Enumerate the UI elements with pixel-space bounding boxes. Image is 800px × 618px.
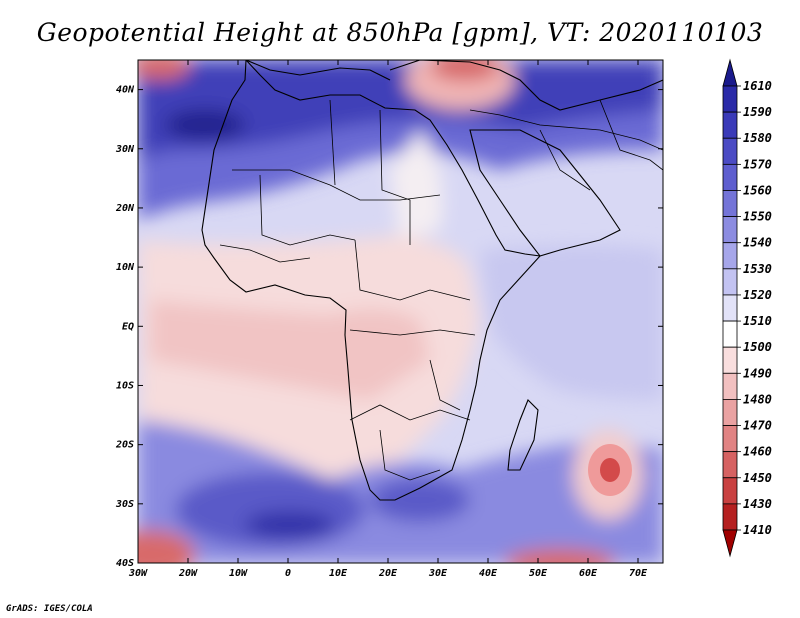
longitude-label: 10W (229, 568, 248, 579)
colorbar-label: 1450 (743, 471, 772, 485)
colorbar-swatch (722, 294, 738, 322)
field-contours (138, 60, 663, 563)
longitude-label: 20E (378, 568, 398, 579)
south-atlantic-high-core (245, 511, 335, 539)
south-africa-high (370, 478, 470, 522)
longitude-label: 40E (479, 568, 498, 579)
colorbar-label: 1530 (743, 262, 772, 276)
colorbar-swatch (722, 137, 738, 165)
colorbar-bottom-arrow (722, 529, 738, 558)
colorbar-label: 1480 (743, 392, 772, 406)
equatorial-low-core (150, 300, 430, 400)
colorbar-label: 1490 (743, 366, 772, 380)
country-borders (219, 99, 663, 481)
border (379, 429, 441, 481)
colorbar: 1610 1590 1580 1570 1560 1550 1540 1530 1520 1510… (722, 58, 772, 558)
colorbar-label: 1430 (743, 497, 772, 511)
latitude-label: 10S (116, 380, 134, 391)
nile-trough (390, 130, 443, 240)
colorbar-swatch (722, 425, 738, 453)
colorbar-label: 1610 (743, 79, 772, 93)
colorbar-swatch (722, 372, 738, 400)
eurasia-coastline (389, 60, 663, 111)
colorbar-label: 1500 (743, 340, 772, 354)
border (379, 109, 411, 245)
colorbar-swatch (722, 216, 738, 244)
border (539, 129, 591, 191)
arabia-coastline (469, 129, 621, 257)
longitude-label: 10E (329, 568, 348, 579)
latitude-label: 20N (115, 203, 135, 214)
southwest-low (138, 530, 195, 563)
longitude-label: 70E (629, 568, 648, 579)
colorbar-swatch (722, 242, 738, 270)
border (219, 244, 311, 263)
latitude-label: 30S (115, 499, 134, 510)
latitude-label: 40N (116, 85, 135, 96)
border (599, 99, 663, 171)
colorbar-swatch (722, 320, 738, 348)
longitude-label: 0 (285, 568, 291, 579)
longitude-label: 50E (529, 568, 548, 579)
field-layer (138, 60, 663, 563)
colorbar-label: 1460 (743, 445, 772, 459)
colorbar-swatch (722, 85, 738, 113)
northwest-low-corner (138, 60, 190, 80)
longitude-label: 30E (428, 568, 448, 579)
colorbar-swatch (722, 399, 738, 426)
colorbar-label: 1410 (743, 523, 772, 537)
coastlines (201, 60, 663, 501)
northern-low-core (430, 60, 500, 81)
latitude-label: 10N (116, 262, 135, 273)
colorbar-swatch (722, 268, 738, 296)
longitude-label: 20W (178, 568, 198, 579)
colorbar-swatch (722, 451, 738, 479)
colorbar-swatch (722, 190, 738, 217)
colorbar-swatch (722, 111, 738, 139)
atlantic-high-center (165, 109, 245, 141)
border (429, 359, 461, 411)
border (259, 174, 356, 246)
colorbar-label: 1520 (743, 288, 772, 302)
colorbar-swatch (722, 163, 738, 191)
colorbar-top-arrow (722, 58, 738, 87)
latitude-label: EQ (122, 321, 134, 332)
colorbar-label: 1540 (743, 236, 772, 250)
colorbar-swatch (722, 477, 738, 505)
mascarene-low-core (600, 458, 620, 482)
latitude-label: 30N (115, 144, 135, 155)
colorbar-label: 1550 (743, 210, 772, 224)
madagascar-coastline (507, 399, 539, 471)
colorbar-swatch (722, 346, 738, 374)
colorbar-label: 1590 (743, 105, 772, 119)
border (469, 109, 663, 151)
southern-low (505, 549, 615, 563)
colorbar-swatch (722, 503, 738, 531)
border (349, 329, 476, 336)
border (354, 239, 471, 301)
colorbar-label: 1470 (743, 419, 772, 433)
map-title: Geopotential Height at 850hPa [gpm], VT:… (36, 18, 764, 47)
border (329, 99, 336, 186)
colorbar-label: 1510 (743, 314, 772, 328)
colorbar-label: 1580 (743, 131, 772, 145)
africa-coastline (201, 60, 542, 501)
indian-ocean-band (480, 245, 663, 400)
latitude-label: 20S (115, 440, 134, 451)
map-frame (137, 59, 664, 564)
colorbar-label: 1570 (743, 157, 772, 171)
grads-credit: GrADS: IGES/COLA (6, 604, 93, 614)
longitude-label: 30W (128, 568, 148, 579)
latitude-label: 40S (116, 558, 134, 569)
border (349, 404, 471, 421)
longitude-label: 60E (579, 568, 598, 579)
colorbar-label: 1560 (743, 183, 772, 197)
longitude-axis: 30W 20W 10W 0 10E 20E 30E 40E 50E 60E 70E (128, 60, 648, 579)
mediterranean-coast (245, 60, 391, 81)
latitude-axis: 40N 30N 20N 10N EQ 10S 20S 30S 40S (115, 85, 663, 569)
